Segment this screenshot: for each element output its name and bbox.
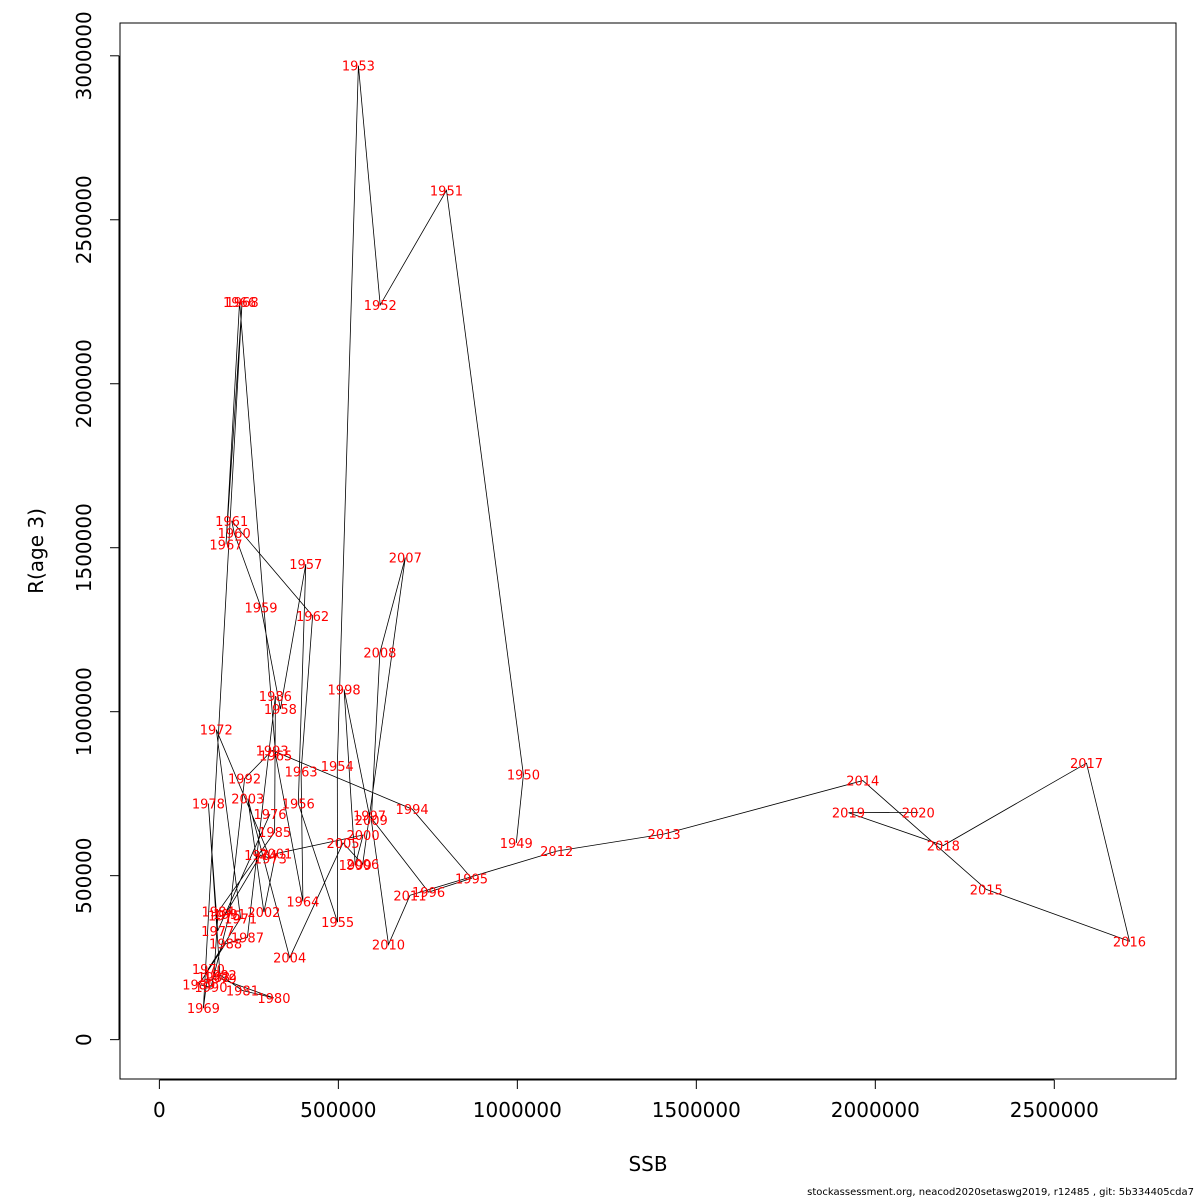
x-tick-label: 500000 — [300, 1098, 376, 1122]
point-label-1964: 1964 — [286, 895, 319, 910]
x-axis-label: SSB — [628, 1152, 667, 1176]
point-label-2009: 2009 — [355, 814, 388, 829]
point-label-1949: 1949 — [500, 837, 533, 852]
point-label-1998: 1998 — [328, 683, 361, 698]
point-label-1987: 1987 — [231, 931, 264, 946]
point-label-1997: 1997 — [353, 810, 386, 825]
point-label-1965: 1965 — [259, 750, 292, 765]
point-label-1958: 1958 — [264, 703, 297, 718]
point-label-2013: 2013 — [648, 828, 681, 843]
point-label-2011: 2011 — [393, 889, 426, 904]
point-label-1996: 1996 — [412, 886, 445, 901]
y-tick-label: 500000 — [72, 837, 96, 913]
point-label-1959: 1959 — [244, 601, 277, 616]
x-axis: 0 500000 1000000 1500000 2000000 2500000 — [153, 1079, 1099, 1122]
point-label-1963: 1963 — [285, 765, 318, 780]
point-label-1971: 1971 — [224, 912, 257, 927]
point-label-2005: 2005 — [326, 837, 359, 852]
point-label-1980: 1980 — [257, 992, 290, 1007]
point-label-1994: 1994 — [396, 803, 429, 818]
point-label-2019: 2019 — [832, 807, 865, 822]
point-label-2006: 2006 — [346, 858, 379, 873]
point-label-1953: 1953 — [342, 60, 375, 75]
point-label-1978: 1978 — [192, 798, 225, 813]
point-label-2002: 2002 — [247, 906, 280, 921]
point-label-1974: 1974 — [244, 849, 277, 864]
point-label-1951: 1951 — [430, 184, 463, 199]
point-label-1993: 1993 — [256, 744, 289, 759]
point-label-1979: 1979 — [204, 973, 237, 988]
point-label-1957: 1957 — [289, 558, 322, 573]
point-label-1972: 1972 — [200, 724, 233, 739]
point-label-2018: 2018 — [927, 839, 960, 854]
point-label-1973: 1973 — [254, 852, 287, 867]
point-label-1955: 1955 — [321, 916, 354, 931]
y-tick-label: 0 — [72, 1033, 96, 1046]
series-polyline — [198, 65, 1131, 1009]
y-tick-label: 1000000 — [72, 667, 96, 756]
footer-credit: stockassessment.org, neacod2020setaswg20… — [807, 1187, 1194, 1198]
point-label-1988: 1988 — [209, 938, 242, 953]
point-label-1991: 1991 — [213, 908, 246, 923]
point-label-1962: 1962 — [296, 610, 329, 625]
x-tick-label: 1500000 — [652, 1098, 741, 1122]
point-label-2001: 2001 — [259, 848, 292, 863]
point-label-2015: 2015 — [970, 883, 1003, 898]
point-label-2020: 2020 — [902, 806, 935, 821]
point-label-2007: 2007 — [389, 552, 422, 567]
point-label-1968: 1968 — [226, 296, 259, 311]
point-label-1966: 1966 — [223, 296, 256, 311]
y-axis: 0 500000 1000000 1500000 2000000 2500000 30000… — [72, 11, 120, 1046]
point-label-1956: 1956 — [282, 798, 315, 813]
point-label-2010: 2010 — [372, 939, 405, 954]
point-label-2014: 2014 — [846, 775, 879, 790]
x-tick-label: 2500000 — [1010, 1098, 1099, 1122]
x-tick-label: 0 — [153, 1098, 166, 1122]
point-label-1950: 1950 — [507, 769, 540, 784]
point-label-2004: 2004 — [273, 952, 306, 967]
x-tick-label: 1000000 — [473, 1098, 562, 1122]
point-label-2017: 2017 — [1070, 757, 1103, 772]
point-label-2008: 2008 — [363, 647, 396, 662]
y-tick-label: 1500000 — [72, 503, 96, 592]
y-tick-label: 2000000 — [72, 339, 96, 428]
point-label-1985: 1985 — [258, 826, 291, 841]
recruitment-series-line — [198, 65, 1131, 1009]
point-label-2016: 2016 — [1113, 935, 1146, 950]
point-label-1989: 1989 — [182, 979, 215, 994]
plot-frame — [119, 22, 1177, 1080]
y-axis-label: R(age 3) — [24, 508, 48, 594]
point-label-2012: 2012 — [540, 845, 573, 860]
point-label-1976: 1976 — [253, 808, 286, 823]
y-tick-label: 3000000 — [72, 11, 96, 100]
point-label-1961: 1961 — [215, 515, 248, 530]
point-label-1982: 1982 — [204, 969, 237, 984]
point-label-1999: 1999 — [339, 859, 372, 874]
point-label-1983: 1983 — [197, 971, 230, 986]
point-label-1984: 1984 — [202, 906, 235, 921]
point-label-1975: 1975 — [208, 910, 241, 925]
point-label-1990: 1990 — [194, 981, 227, 996]
point-label-1977: 1977 — [201, 925, 234, 940]
point-label-1967: 1967 — [209, 538, 242, 553]
point-label-2003: 2003 — [231, 793, 264, 808]
point-label-1981: 1981 — [226, 984, 259, 999]
point-label-1960: 1960 — [218, 527, 251, 542]
point-label-1954: 1954 — [321, 760, 354, 775]
year-labels: 1949 1950 1951 1952 1953 1954 1955 1956 1957 1958… — [182, 60, 1146, 1018]
point-label-1995: 1995 — [455, 872, 488, 887]
point-label-1969: 1969 — [187, 1002, 220, 1017]
point-label-2000: 2000 — [347, 829, 380, 844]
y-tick-label: 2500000 — [72, 175, 96, 264]
point-label-1992: 1992 — [228, 773, 261, 788]
point-label-1970: 1970 — [192, 963, 225, 978]
point-label-1952: 1952 — [364, 299, 397, 314]
x-tick-label: 2000000 — [831, 1098, 920, 1122]
point-label-1986: 1986 — [259, 690, 292, 705]
